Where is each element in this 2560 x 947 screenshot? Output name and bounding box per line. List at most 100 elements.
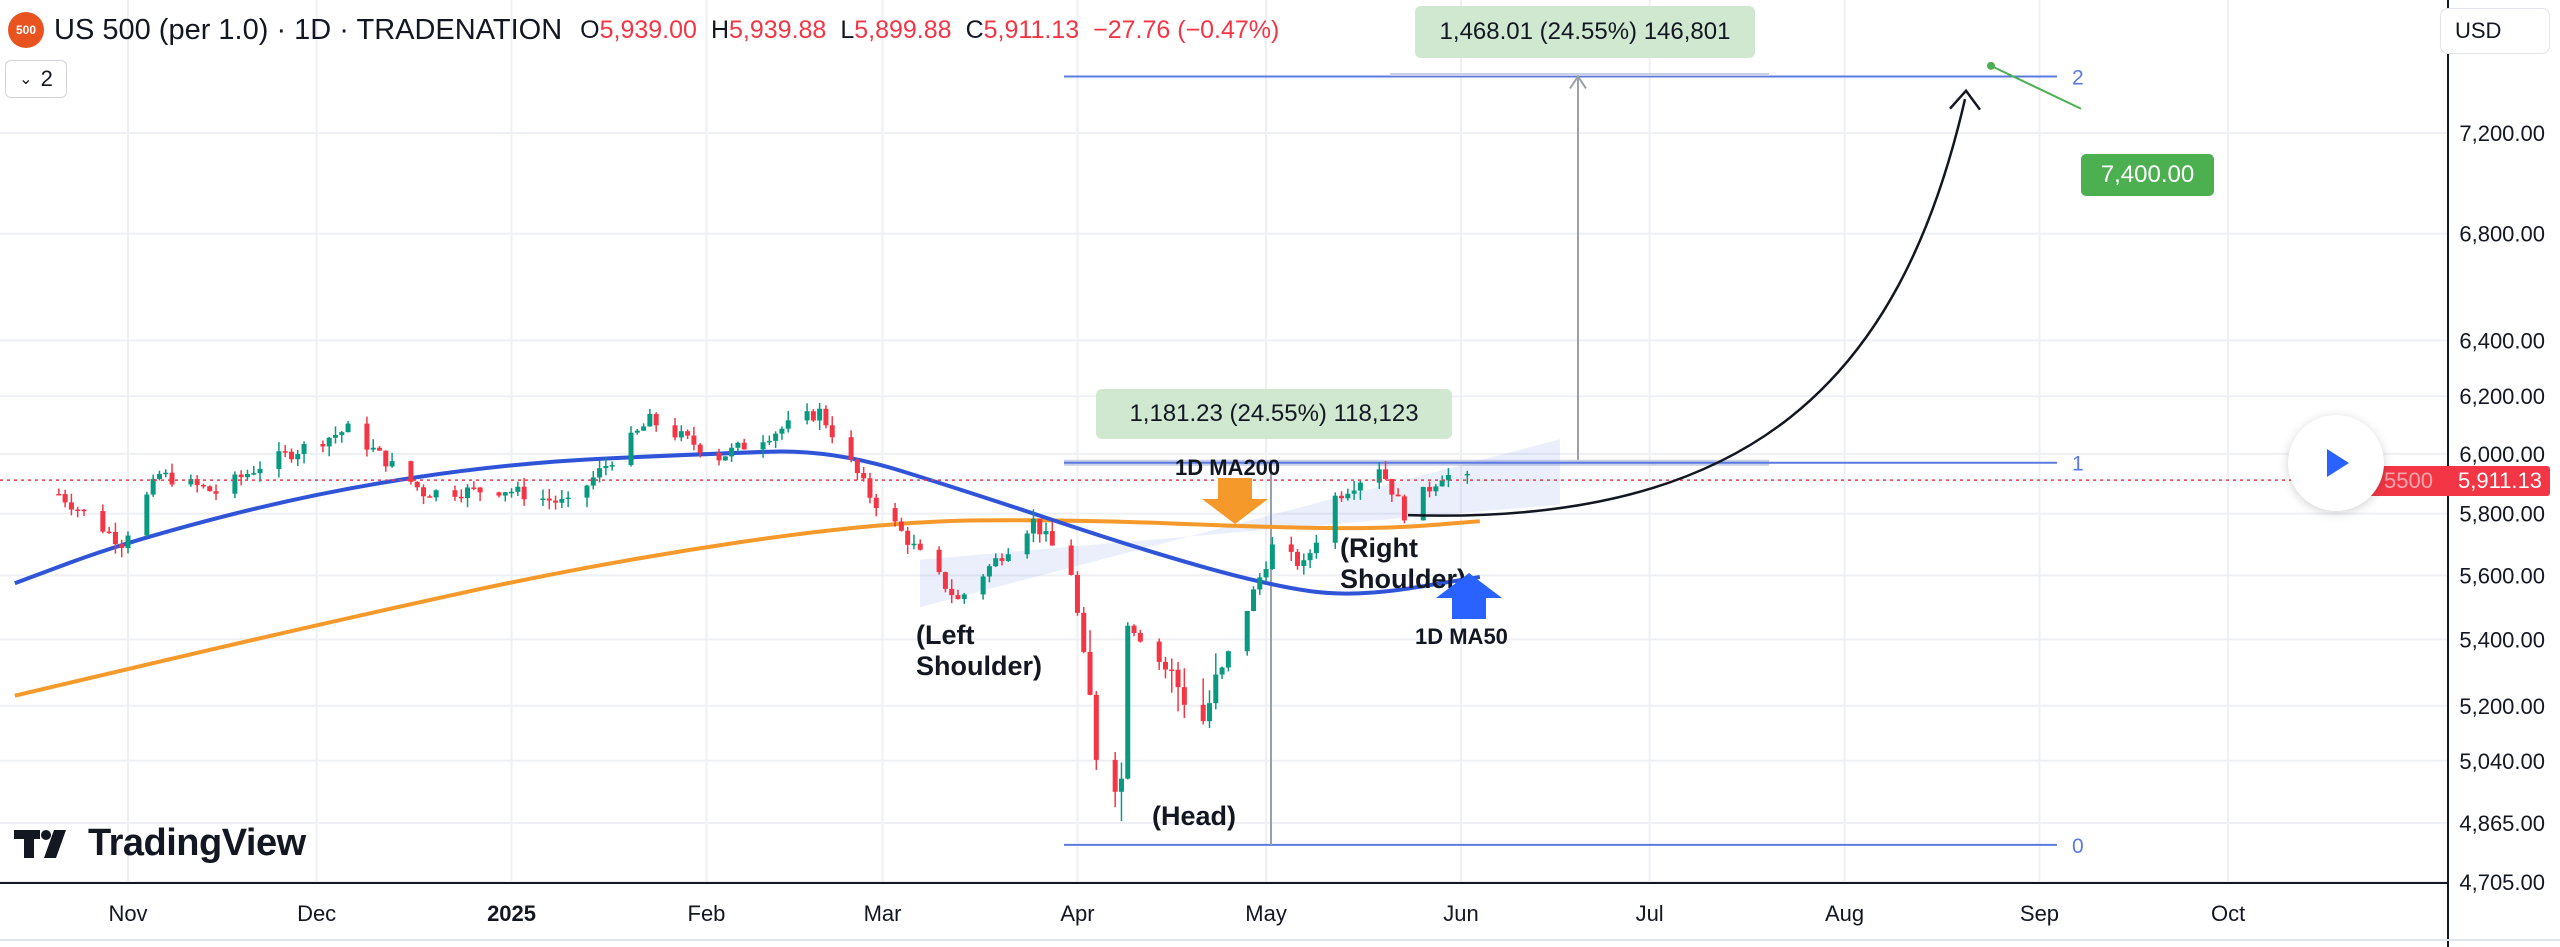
candle-body bbox=[238, 474, 244, 478]
candle-body bbox=[213, 491, 219, 494]
candle-body bbox=[521, 486, 527, 500]
candle-body bbox=[873, 497, 879, 509]
currency-button[interactable]: USD bbox=[2440, 8, 2550, 54]
candle-body bbox=[729, 447, 735, 457]
price-tick-label: 6,000.00 bbox=[2459, 442, 2545, 467]
tradingview-wordmark: TradingView bbox=[88, 822, 306, 864]
time-tick-label: Oct bbox=[2211, 901, 2245, 926]
fib-level-label: 1 bbox=[2072, 453, 2084, 476]
annotation-text: (Right bbox=[1340, 533, 1418, 563]
candle-body bbox=[634, 430, 640, 433]
candle-body bbox=[892, 508, 898, 522]
fib-extension[interactable]: 2 1 0 bbox=[1064, 66, 2084, 858]
candle-body bbox=[848, 437, 854, 460]
candle-body bbox=[295, 453, 301, 460]
measure-label-lower[interactable]: 1,181.23 (24.55%) 118,123 bbox=[1096, 389, 1452, 439]
price-tick-label: 6,800.00 bbox=[2459, 222, 2545, 247]
candle-body bbox=[961, 594, 967, 600]
candle-body bbox=[200, 485, 206, 487]
ma50-arrow-icon bbox=[1436, 573, 1502, 619]
candle-body bbox=[716, 452, 722, 461]
candle-body bbox=[421, 487, 427, 497]
candle-body bbox=[81, 509, 87, 512]
candle-body bbox=[1351, 490, 1357, 494]
candle-body bbox=[653, 414, 659, 426]
candle-body bbox=[986, 566, 992, 577]
candle-body bbox=[414, 481, 420, 488]
candle-body bbox=[559, 498, 565, 503]
candle-body bbox=[1043, 531, 1049, 535]
candle-body bbox=[1313, 542, 1319, 554]
price-tick-label: 5,800.00 bbox=[2459, 502, 2545, 527]
symbol-logo[interactable]: 500 bbox=[8, 12, 44, 48]
target-connector-line bbox=[1990, 64, 2082, 110]
candle-body bbox=[955, 595, 961, 600]
candle-body bbox=[553, 500, 559, 503]
candle-body bbox=[993, 558, 999, 567]
candle-body bbox=[1445, 475, 1451, 481]
annotation-text: Shoulder) bbox=[916, 651, 1042, 681]
time-tick-label: Feb bbox=[688, 901, 726, 926]
time-tick-label: 2025 bbox=[487, 901, 536, 926]
candle-body bbox=[1389, 478, 1395, 495]
candle-body bbox=[1401, 496, 1407, 521]
candle-body bbox=[515, 486, 521, 492]
candle-body bbox=[936, 549, 942, 573]
candle-body bbox=[188, 479, 194, 485]
price-tick-label: 6,400.00 bbox=[2459, 328, 2545, 353]
candle-body bbox=[1081, 612, 1087, 652]
symbol-title[interactable]: US 500 (per 1.0) · 1D · TRADENATION bbox=[54, 13, 563, 46]
candle-body bbox=[697, 444, 703, 453]
candle-body bbox=[1307, 553, 1313, 561]
ohlc-open: O5,939.00 bbox=[580, 15, 697, 44]
projection-arrows[interactable] bbox=[1407, 61, 2082, 517]
measure-ranges[interactable] bbox=[920, 74, 1587, 845]
ohlc-low: L5,899.88 bbox=[840, 15, 952, 44]
candle-body bbox=[1295, 551, 1301, 567]
candle-body bbox=[1301, 560, 1307, 567]
candle-body bbox=[1288, 544, 1294, 552]
candle-body bbox=[584, 485, 590, 498]
time-axis[interactable]: Nov Dec 2025 Feb Mar Apr May Jun Jul Aug Sep Oct bbox=[0, 882, 2560, 941]
candle-body bbox=[546, 498, 552, 501]
candle-body bbox=[1357, 482, 1363, 491]
candle-body bbox=[917, 543, 923, 550]
candle-body bbox=[597, 468, 603, 478]
candle-body bbox=[1420, 486, 1426, 521]
candle-body bbox=[1206, 703, 1212, 722]
price-tick-label: 4,705.00 bbox=[2459, 870, 2545, 895]
candle-body bbox=[672, 425, 678, 438]
candle-body bbox=[1383, 469, 1389, 479]
replay-play-button[interactable] bbox=[2288, 415, 2384, 511]
candle-body bbox=[1074, 574, 1080, 613]
candle-body bbox=[364, 423, 370, 450]
candle-body bbox=[647, 414, 653, 427]
candle-body bbox=[861, 472, 867, 479]
candle-body bbox=[773, 433, 779, 441]
candle-body bbox=[911, 543, 917, 546]
candlesticks bbox=[56, 402, 1470, 822]
tradingview-logo[interactable]: TradingView bbox=[14, 822, 306, 865]
target-price-label[interactable]: 7,400.00 bbox=[2081, 154, 2214, 196]
candle-body bbox=[62, 494, 68, 503]
price-axis[interactable]: 7,200.00 6,800.00 6,400.00 6,200.00 6,000.00… bbox=[2447, 0, 2545, 947]
candle-body bbox=[898, 521, 904, 531]
candle-body bbox=[169, 472, 175, 485]
indicators-toggle-button[interactable]: ⌄ 2 bbox=[5, 60, 67, 98]
measure-label-upper[interactable]: 1,468.01 (24.55%) 146,801 bbox=[1415, 6, 1755, 58]
pattern-channel bbox=[920, 439, 1560, 608]
annotation-text: Shoulder) bbox=[1340, 564, 1466, 594]
candle-body bbox=[471, 487, 477, 489]
candle-body bbox=[735, 442, 741, 448]
candle-body bbox=[232, 474, 238, 494]
annotation-text: (Head) bbox=[1152, 801, 1236, 831]
candle-body bbox=[1395, 494, 1401, 497]
candle-body bbox=[1339, 495, 1345, 499]
candle-body bbox=[942, 572, 948, 589]
candle-body bbox=[332, 434, 338, 438]
candle-body bbox=[1345, 493, 1351, 499]
price-tick-label: 5,200.00 bbox=[2459, 694, 2545, 719]
candle-body bbox=[150, 478, 156, 495]
